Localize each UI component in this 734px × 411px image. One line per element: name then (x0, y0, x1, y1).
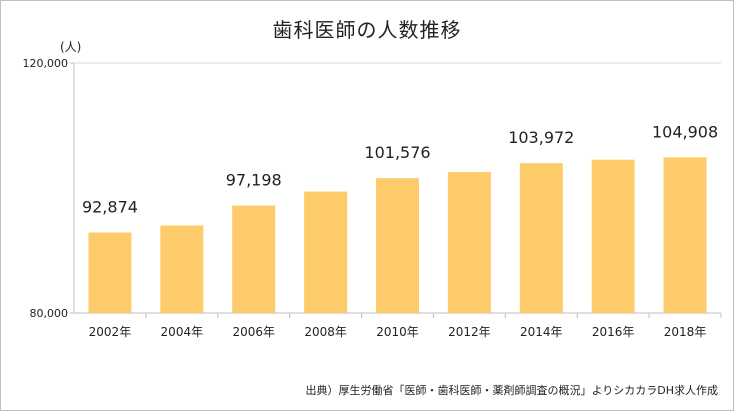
bar (447, 172, 491, 313)
bar (519, 163, 563, 313)
x-tick-label: 2002年 (89, 325, 132, 339)
x-tick-label: 2006年 (232, 325, 275, 339)
bars (88, 157, 707, 313)
data-label: 103,972 (508, 128, 574, 147)
y-axis-unit-label: (人) (60, 40, 82, 54)
bar (376, 178, 419, 313)
data-label: 101,576 (364, 143, 430, 162)
y-tick-label: 80,000 (30, 307, 69, 320)
x-tick-label: 2018年 (664, 325, 707, 339)
y-tick-label: 120,000 (23, 57, 69, 70)
bar (663, 157, 707, 313)
x-tick-label: 2014年 (520, 325, 563, 339)
source-note: 出典）厚生労働省「医師・歯科医師・薬剤師調査の概況」よりシカカラDH求人作成 (305, 384, 718, 397)
bar (160, 225, 204, 313)
bar (88, 232, 132, 313)
x-tick-labels: 2002年 2004年 2006年 2008年 2010年 2012年 2014年 2016年… (89, 325, 707, 339)
x-tick-label: 2016年 (592, 325, 635, 339)
x-tick-label: 2012年 (448, 325, 491, 339)
data-label: 104,908 (652, 122, 718, 141)
x-tick-label: 2004年 (161, 325, 204, 339)
y-tick-labels: 80,000 120,000 (23, 57, 69, 320)
chart-title: 歯科医師の人数推移 (272, 18, 462, 42)
x-tick-label: 2010年 (376, 325, 419, 339)
bar (591, 159, 635, 313)
x-tick-label: 2008年 (304, 325, 347, 339)
data-labels: 92,874 97,198 101,576 103,972 104,908 (82, 122, 718, 216)
bar (304, 191, 348, 313)
bar (232, 205, 276, 313)
data-label: 92,874 (82, 198, 138, 217)
data-label: 97,198 (226, 171, 282, 190)
